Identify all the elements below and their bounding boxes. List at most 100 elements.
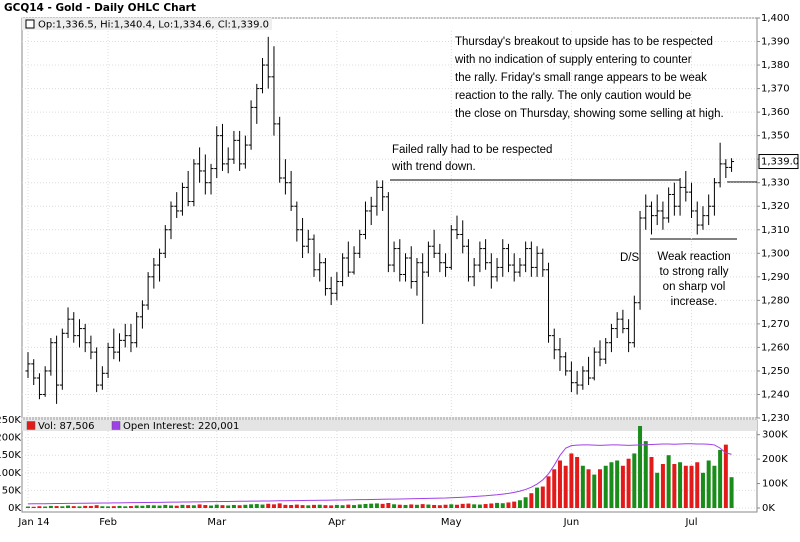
volume-bar (517, 500, 522, 508)
y2-tick-label: 100K (762, 479, 788, 490)
x-tick-label: May (441, 517, 462, 528)
x-tick-label: Feb (99, 517, 117, 528)
volume-bar (615, 460, 620, 508)
volume-bar (592, 474, 597, 508)
y-tick-label: 1,400 (761, 13, 790, 24)
volume-bar (723, 444, 728, 508)
volume-bar (552, 469, 557, 508)
chart-title: GCQ14 - Gold - Daily OHLC Chart (4, 2, 196, 14)
volume-bar (254, 504, 259, 508)
volume-bar (146, 505, 151, 508)
volume-bar (209, 505, 214, 508)
y-tick-label: 1,270 (761, 319, 790, 330)
volume-bar (37, 506, 42, 508)
volume-bar (266, 503, 271, 508)
volume-bar (540, 486, 545, 508)
x-tick-label: Jan 14 (17, 517, 49, 528)
volume-bar (134, 505, 139, 508)
volume-bar (649, 456, 654, 508)
volume-bar (689, 465, 694, 508)
volume-bar (283, 504, 288, 508)
volume-bar (271, 504, 276, 508)
volume-bar (48, 505, 53, 508)
volume-bar (226, 505, 231, 508)
annotation: with no indication of supply entering to… (454, 54, 692, 66)
x-tick-label: Mar (207, 517, 227, 528)
volume-bar (660, 464, 665, 508)
volume-bar (683, 465, 688, 508)
volume-bar (317, 504, 322, 508)
volume-bar (500, 503, 505, 508)
volume-bar (369, 503, 374, 508)
volume-bar (729, 477, 734, 508)
volume-bar (420, 504, 425, 508)
y-tick-label: 1,250 (761, 366, 790, 377)
y-tick-label: 100K (0, 468, 21, 479)
volume-bar (426, 504, 431, 508)
volume-bar (140, 505, 145, 508)
y-tick-label: 150K (0, 450, 21, 461)
volume-bar (632, 453, 637, 508)
volume-bar (94, 505, 99, 508)
volume-bar (363, 503, 368, 508)
volume-bar (237, 505, 242, 508)
volume-bar (495, 502, 500, 508)
volume-bar (397, 504, 402, 508)
y-tick-label: 1,330 (761, 178, 790, 189)
volume-bar (323, 505, 328, 508)
last-price-box (758, 154, 799, 170)
volume-bar (186, 505, 191, 508)
annotation: with trend down. (391, 161, 476, 173)
volume-bar (100, 506, 105, 508)
annotation: Thursday's breakout to upside has to be … (455, 36, 713, 48)
volume-bar (712, 465, 717, 508)
volume-bar (523, 497, 528, 508)
volume-bar (249, 504, 254, 508)
volume-bar (466, 503, 471, 508)
volume-bar (334, 504, 339, 508)
volume-bar (392, 504, 397, 508)
y-tick-label: 1,300 (761, 248, 790, 259)
volume-bar (231, 504, 236, 508)
volume-bar (374, 503, 379, 508)
volume-bar (437, 505, 442, 508)
annotation: Weak reaction (657, 251, 730, 263)
volume-bar (455, 504, 459, 508)
legend-icon (111, 421, 121, 430)
y-tick-label: 250K (0, 415, 21, 426)
volume-bar (66, 505, 71, 508)
volume-bar (128, 506, 133, 508)
volume-bar (563, 465, 568, 508)
volume-bar (557, 460, 562, 508)
y-tick-label: 1,380 (761, 60, 790, 71)
volume-bar (449, 504, 454, 508)
volume-bar (277, 503, 282, 508)
volume-bar (386, 503, 391, 508)
volume-bar (203, 505, 208, 508)
volume-bar (626, 458, 631, 508)
volume-bar (472, 504, 477, 508)
annotation: Failed rally had to be respected (392, 144, 552, 156)
volume-bar (117, 505, 122, 508)
volume-bar (157, 505, 162, 508)
volume-bar (191, 505, 196, 508)
open-interest-line (27, 443, 732, 505)
volume-bar (289, 505, 294, 508)
annotation: reaction to the rally. The only caution … (455, 90, 691, 102)
annotation: the rally. Friday's small range appears … (455, 72, 707, 84)
volume-bar (71, 506, 76, 508)
volume-bar (111, 506, 116, 508)
volume-bar (580, 465, 585, 508)
volume-bar (603, 465, 608, 508)
volume-bar (655, 472, 660, 508)
volume-bar (77, 506, 82, 508)
volume-bar (306, 505, 311, 508)
volume-bar (678, 462, 683, 508)
y-tick-label: 1,290 (761, 272, 790, 283)
y-tick-label: 1,230 (761, 413, 790, 424)
volume-bar (695, 462, 700, 508)
volume-bar (598, 469, 602, 508)
volume-bar (569, 453, 574, 508)
volume-bar (483, 504, 488, 508)
